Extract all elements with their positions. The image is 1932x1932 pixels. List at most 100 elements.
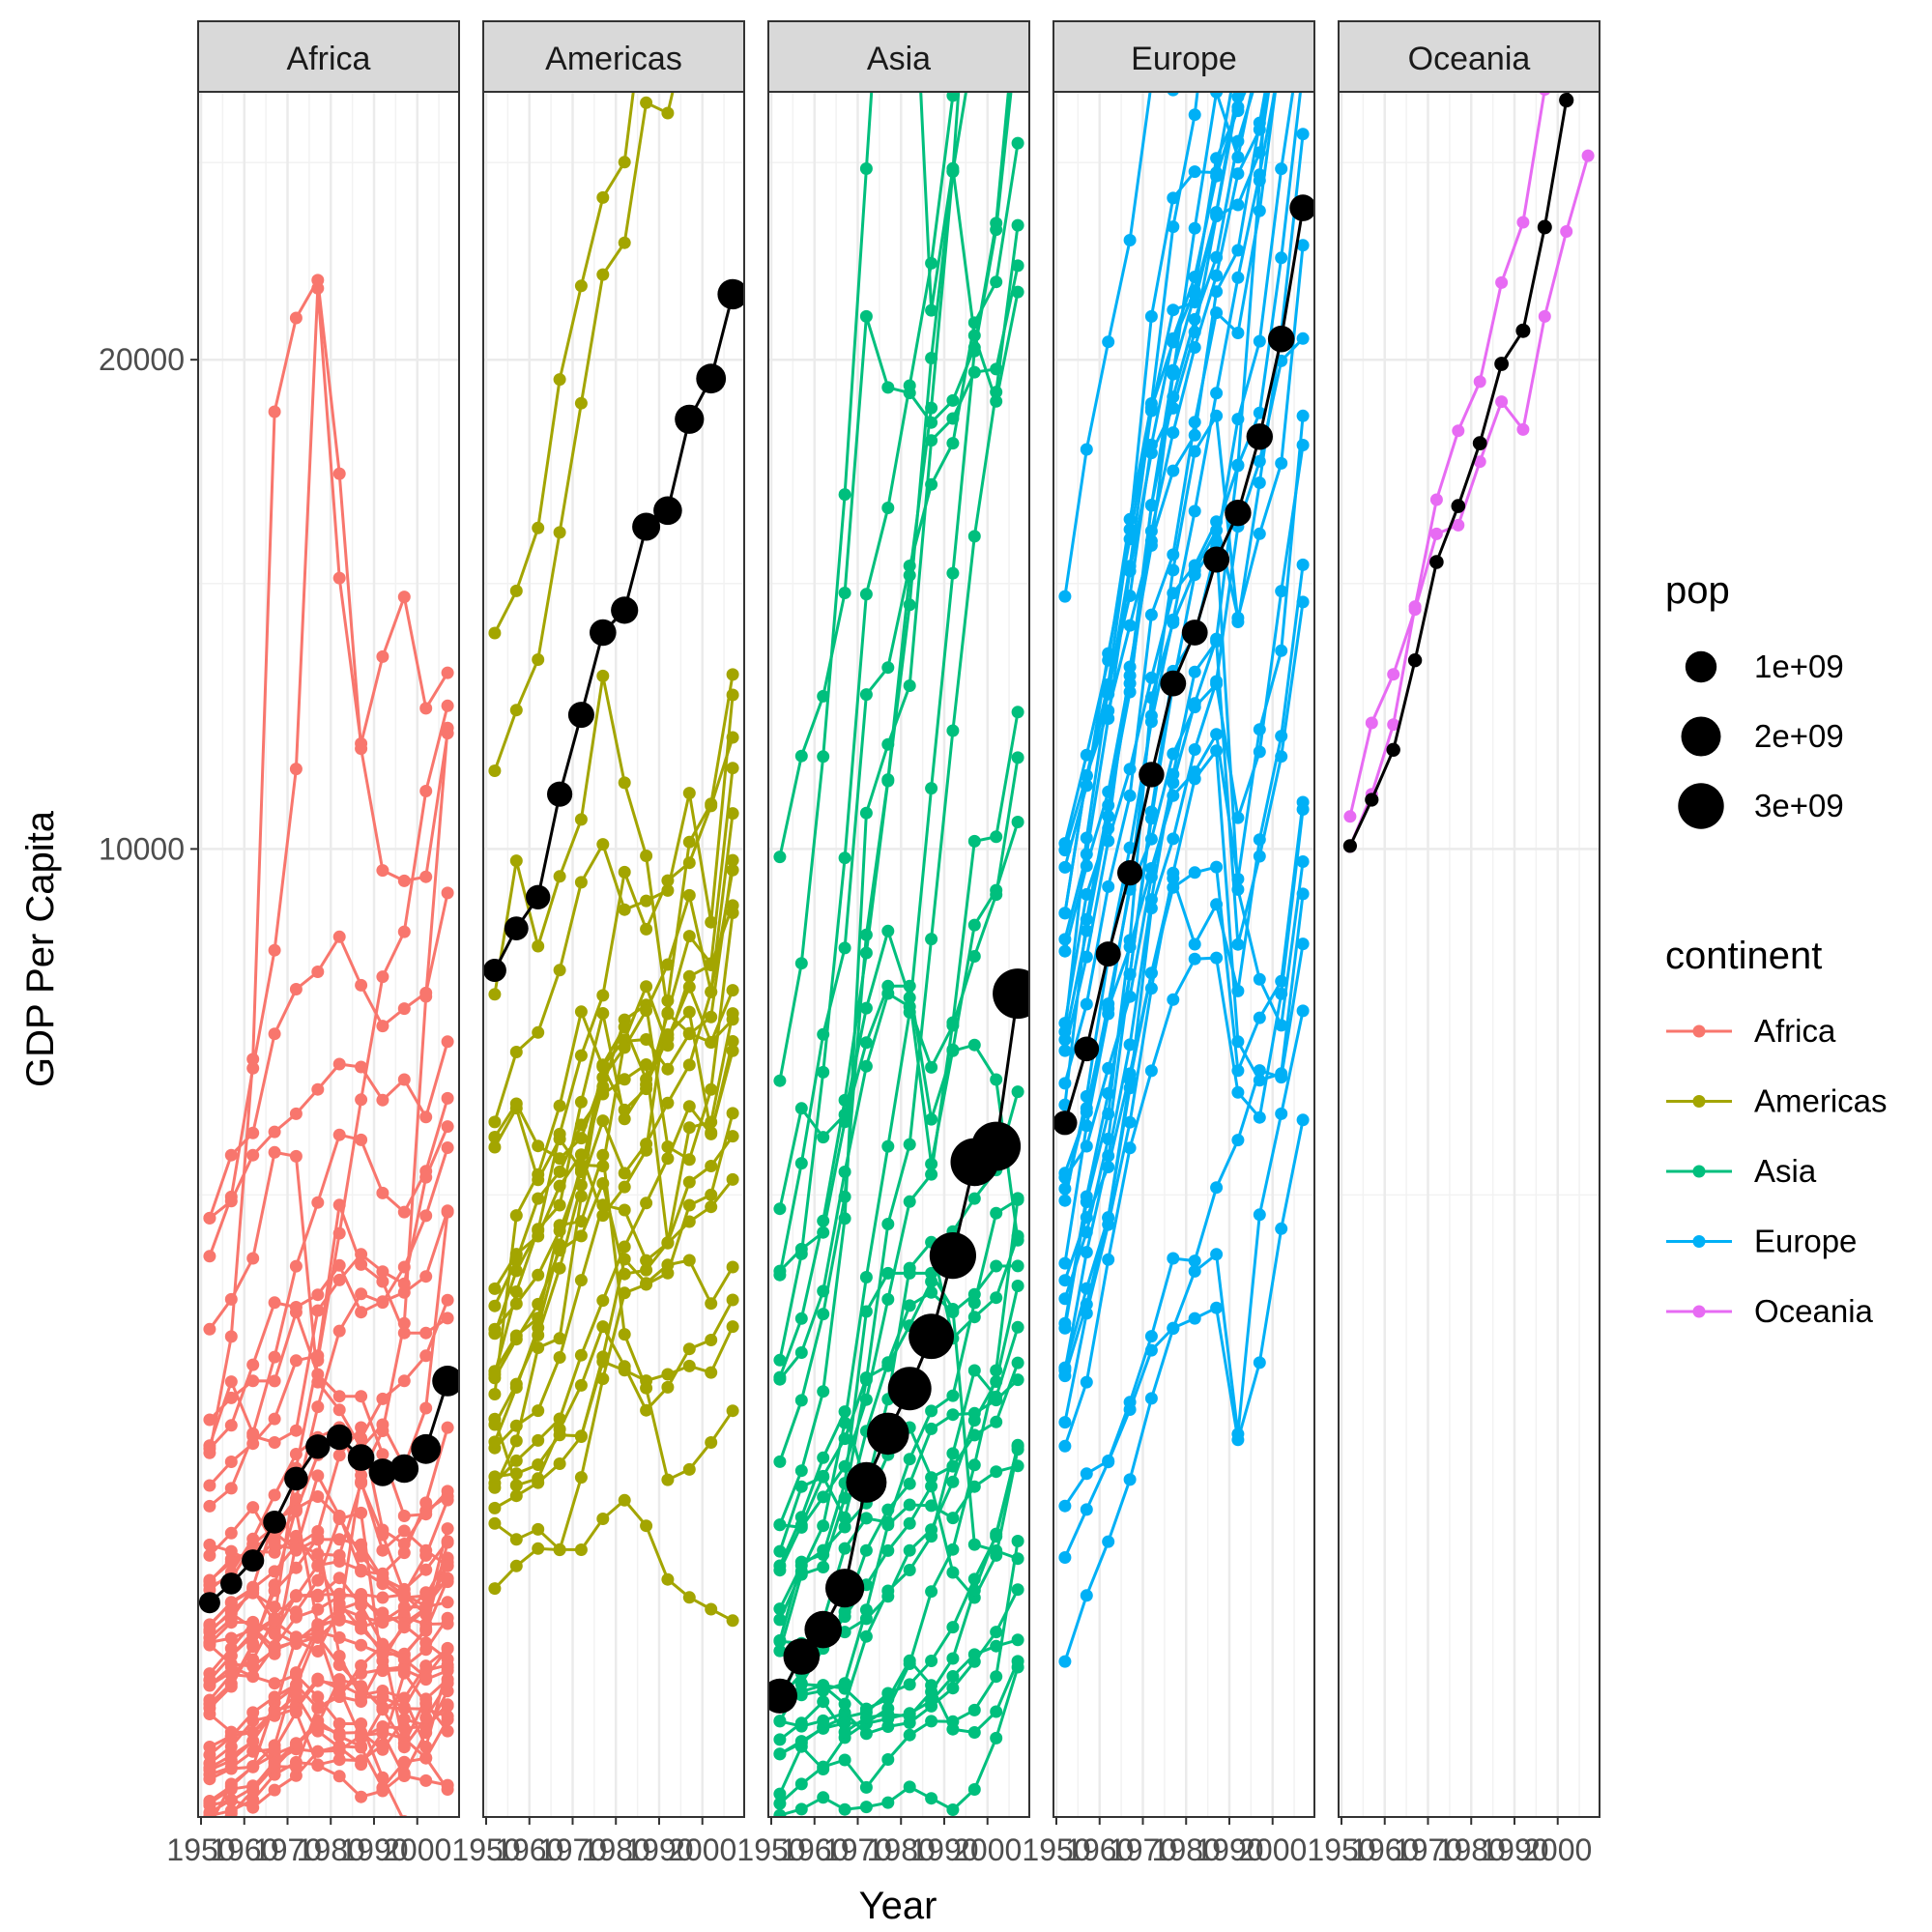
- country-point: [332, 1449, 346, 1462]
- country-point: [838, 1166, 851, 1178]
- country-point: [618, 776, 631, 790]
- country-point: [441, 1559, 454, 1572]
- country-point: [355, 742, 368, 756]
- country-point: [355, 1477, 368, 1490]
- country-point: [574, 1348, 588, 1362]
- country-point: [967, 1538, 981, 1551]
- country-point: [1102, 1132, 1115, 1145]
- country-point: [967, 1414, 981, 1427]
- country-point: [397, 1277, 411, 1290]
- country-point: [332, 1273, 346, 1286]
- country-point: [203, 1573, 216, 1587]
- country-point: [397, 1316, 411, 1330]
- country-point: [1231, 271, 1245, 284]
- country-point: [859, 309, 873, 323]
- country-point: [574, 1005, 588, 1019]
- country-point: [1011, 706, 1024, 719]
- country-point: [553, 1261, 566, 1275]
- x-tick-label: 1990: [339, 1832, 408, 1867]
- country-line: [493, 912, 735, 1184]
- country-line: [1063, 809, 1305, 1447]
- country-point: [726, 1260, 739, 1274]
- country-point: [532, 939, 545, 953]
- country-point: [289, 1630, 303, 1644]
- country-point: [726, 853, 739, 867]
- country-point: [990, 1670, 1003, 1684]
- country-point: [1123, 512, 1137, 526]
- country-point: [355, 1133, 368, 1146]
- country-point: [817, 1543, 830, 1557]
- country-point: [509, 1329, 523, 1342]
- legend-color-entries: Africa Americas Asia Europe Oceania: [1666, 1013, 1888, 1329]
- country-point: [1188, 866, 1201, 879]
- country-point: [859, 1727, 873, 1741]
- x-tick-label: 1980: [582, 1832, 650, 1867]
- country-point: [488, 1470, 502, 1484]
- country-point: [726, 1293, 739, 1307]
- country-point: [1080, 768, 1093, 782]
- country-point: [903, 1780, 916, 1794]
- country-point: [903, 1299, 916, 1312]
- country-point: [1253, 723, 1266, 736]
- country-point: [376, 1448, 389, 1461]
- country-point: [203, 1211, 216, 1225]
- country-point: [289, 1605, 303, 1619]
- country-point: [618, 1112, 631, 1126]
- country-point: [773, 1544, 787, 1558]
- panel-oceania: Oceania: [1338, 20, 1600, 1825]
- x-tick-label: 1990: [1195, 1832, 1263, 1867]
- country-point: [397, 925, 411, 938]
- country-point: [1144, 902, 1158, 915]
- country-point: [1144, 534, 1158, 548]
- country-point: [1231, 167, 1245, 181]
- country-point: [268, 1027, 281, 1041]
- country-point: [574, 1274, 588, 1287]
- country-point: [618, 1021, 631, 1034]
- country-point: [946, 1715, 960, 1728]
- country-point: [1144, 608, 1158, 621]
- country-point: [859, 928, 873, 941]
- country-point: [311, 966, 325, 978]
- country-point: [1144, 1330, 1158, 1343]
- country-point: [817, 1469, 830, 1483]
- country-point: [925, 1060, 938, 1074]
- country-point: [640, 1263, 653, 1277]
- x-tick-label: 2000: [383, 1832, 451, 1867]
- country-point: [859, 1512, 873, 1525]
- country-point: [967, 918, 981, 932]
- country-point: [1011, 1552, 1024, 1566]
- country-point: [596, 1294, 610, 1308]
- country-point: [990, 1705, 1003, 1718]
- country-point: [967, 1458, 981, 1472]
- country-point: [1275, 251, 1288, 265]
- series-africa: [198, 274, 459, 1817]
- strip-africa: [197, 20, 460, 93]
- country-point: [397, 1653, 411, 1666]
- country-point: [1210, 951, 1224, 965]
- country-point: [311, 1645, 325, 1658]
- country-point: [1102, 1161, 1115, 1173]
- series-europe: [1053, 92, 1314, 1668]
- country-point: [419, 1170, 433, 1184]
- country-point: [1275, 1071, 1288, 1084]
- x-tick-label: 1950: [736, 1832, 805, 1867]
- country-point: [1080, 1226, 1093, 1239]
- country-point: [794, 1802, 808, 1816]
- mean-point: [263, 1511, 286, 1534]
- country-point: [773, 1715, 787, 1728]
- mean-point: [389, 1454, 419, 1484]
- country-point: [289, 1354, 303, 1368]
- mean-point: [696, 363, 727, 394]
- country-point: [1167, 613, 1180, 626]
- country-line: [778, 92, 1013, 1621]
- x-tick-label: 1990: [1480, 1832, 1548, 1867]
- country-point: [441, 1312, 454, 1325]
- country-point: [773, 1747, 787, 1761]
- country-point: [1167, 1252, 1180, 1265]
- mean-point: [971, 1121, 1022, 1171]
- country-point: [838, 1511, 851, 1524]
- country-point: [1210, 285, 1224, 299]
- country-point: [859, 1780, 873, 1794]
- country-point: [1058, 907, 1072, 920]
- country-point: [946, 1408, 960, 1422]
